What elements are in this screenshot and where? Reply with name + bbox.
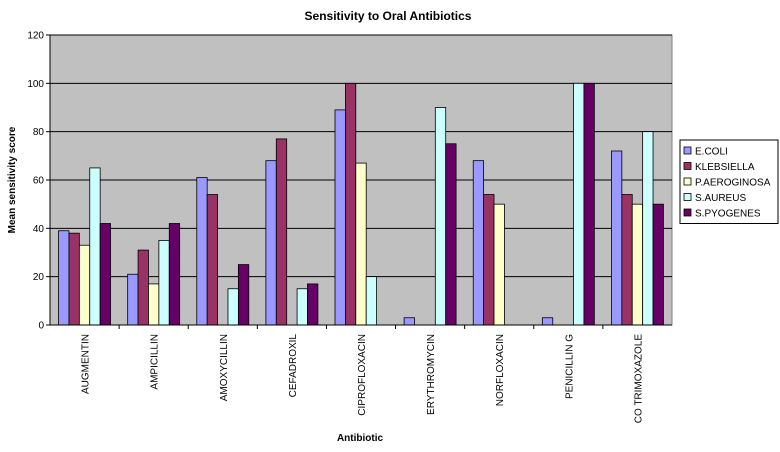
bar — [296, 288, 308, 326]
y-tick-label: 20 — [33, 272, 45, 283]
legend-label: E.COLI — [695, 147, 728, 158]
y-tick-labels: 0 20 40 60 80 100 120 — [27, 31, 50, 332]
bar — [68, 232, 80, 326]
legend-swatch — [683, 208, 692, 217]
bar — [583, 82, 595, 326]
bar — [493, 203, 505, 326]
y-tick-label: 60 — [33, 176, 45, 187]
bar — [631, 203, 644, 326]
bar — [148, 283, 160, 326]
bar — [89, 167, 101, 326]
y-tick-label: 0 — [38, 321, 44, 332]
bar — [621, 194, 633, 326]
bar — [99, 223, 111, 326]
bar — [78, 244, 91, 326]
bar — [652, 203, 664, 326]
legend-label: S.PYOGENES — [695, 209, 761, 220]
legend-box — [679, 139, 779, 224]
bar — [307, 283, 319, 326]
x-tick-label: NORFLOXACIN — [495, 334, 506, 406]
legend-swatch — [683, 146, 692, 155]
x-tick-label: CEFADROXIL — [288, 334, 299, 398]
y-tick-label: 40 — [33, 224, 45, 235]
x-tick-label: ERYTHROMYCIN — [426, 334, 437, 415]
bar — [611, 150, 623, 326]
y-axis-title: Mean sensitivity score — [7, 126, 18, 233]
x-tick-label: AMPICILLIN — [150, 334, 161, 390]
bar — [158, 240, 170, 326]
legend-label: S.AUREUS — [695, 193, 746, 204]
x-tick-label: CO TRIMOXAZOLE — [633, 334, 644, 424]
bar — [196, 177, 208, 326]
chart-title: Sensitivity to Oral Antibiotics — [305, 9, 472, 23]
legend-label: KLEBSIELLA — [695, 162, 755, 173]
bar — [472, 160, 485, 326]
bar — [541, 317, 554, 326]
bar — [573, 82, 585, 326]
bar — [434, 107, 447, 326]
bar — [168, 223, 181, 326]
bar — [206, 194, 218, 326]
x-tick-label: PENICILLIN G — [564, 334, 575, 399]
legend-label: P.AEROGINOSA — [695, 178, 771, 189]
bar — [127, 273, 139, 326]
bar — [275, 138, 288, 326]
x-tick-label: CIPROFLOXACIN — [357, 334, 368, 416]
legend: E.COLI KLEBSIELLA P.AEROGINOSA S.AUREUS S.PY… — [679, 139, 779, 224]
legend-swatch — [683, 193, 692, 201]
bar — [445, 143, 457, 326]
bar — [137, 249, 149, 326]
bar — [344, 82, 357, 326]
bar — [355, 162, 367, 326]
bar — [403, 317, 415, 326]
x-axis-title: Antibiotic — [337, 433, 384, 444]
bar — [334, 109, 346, 326]
x-tick-labels: AUGMENTIN AMPICILLIN AMOXYCILLIN CEFADROXIL… — [81, 334, 645, 424]
bar — [237, 264, 250, 326]
gridlines — [50, 34, 672, 278]
y-tick-label: 100 — [27, 79, 44, 90]
legend-swatch — [683, 177, 692, 186]
y-tick-label: 80 — [33, 127, 45, 138]
bar — [642, 131, 654, 326]
legend-swatch — [683, 162, 692, 170]
x-tick-label: AUGMENTIN — [81, 334, 92, 394]
bar — [58, 230, 70, 326]
bar — [265, 160, 277, 326]
x-tick-label: AMOXYCILLIN — [219, 334, 230, 401]
bar — [227, 288, 239, 326]
bar — [483, 194, 495, 326]
y-tick-label: 120 — [27, 31, 44, 42]
bar — [365, 276, 378, 326]
bars-group — [58, 82, 664, 326]
